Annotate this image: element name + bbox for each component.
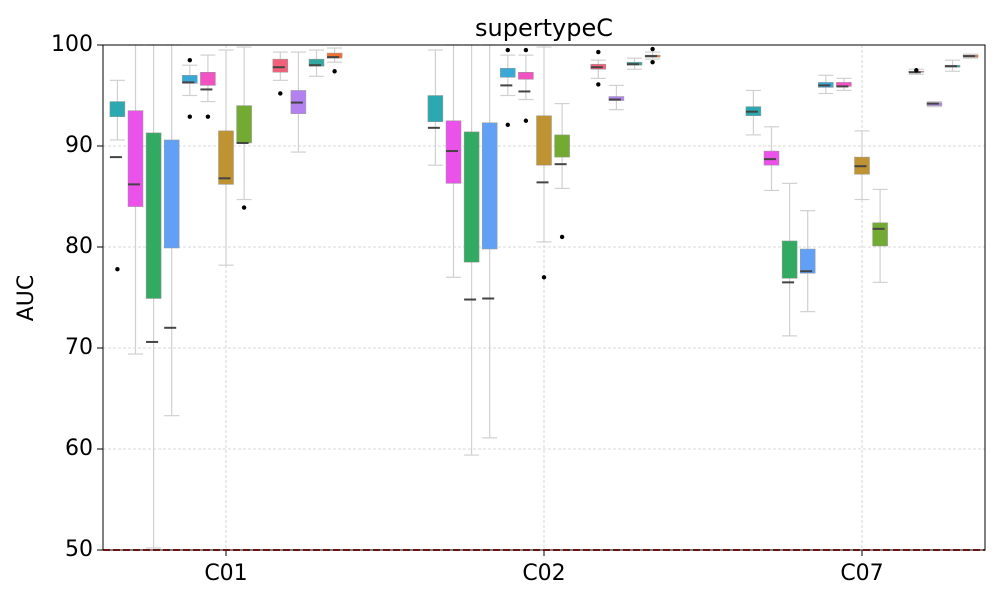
y-axis-label: AUC [14,275,39,322]
flier [650,59,655,65]
box [109,101,126,117]
flier [596,82,601,87]
box [872,222,888,247]
box [763,150,780,166]
flier [278,91,283,96]
box [536,115,552,166]
x-tick-label: C02 [522,561,565,586]
flier [115,267,120,272]
y-tick-label: 60 [65,436,93,461]
flier [505,122,510,127]
chart-title: supertypeC [475,14,613,42]
box [308,58,325,67]
box [163,139,180,249]
flier [523,47,529,53]
box [799,248,816,274]
flier [596,49,601,55]
box [554,134,570,158]
y-tick-label: 50 [65,537,93,562]
box [200,72,216,86]
box [145,132,162,299]
y-tick-label: 80 [65,234,93,259]
box [518,72,534,80]
x-tick-label: C01 [204,561,247,586]
box [127,110,144,207]
plot-frame [102,44,986,551]
flier [523,118,529,123]
y-tick-label: 70 [65,335,93,360]
box [326,52,343,59]
box [218,130,234,185]
x-tick-label: C07 [840,561,883,586]
flier [241,205,247,210]
box [427,95,444,123]
flier [332,69,337,74]
box [500,67,516,78]
box [608,96,625,101]
box [463,131,480,263]
box [781,240,798,279]
y-tick-label: 100 [51,32,93,57]
flier [541,275,547,280]
box [445,120,462,184]
box [272,58,289,73]
box [182,75,198,84]
flier [205,114,211,119]
flier [650,46,655,52]
flier [505,47,510,53]
flier [559,234,565,240]
flier [187,57,192,63]
flier [187,114,192,119]
box [236,105,252,144]
box [481,122,498,250]
y-tick-label: 90 [65,133,93,158]
flier [914,68,919,73]
